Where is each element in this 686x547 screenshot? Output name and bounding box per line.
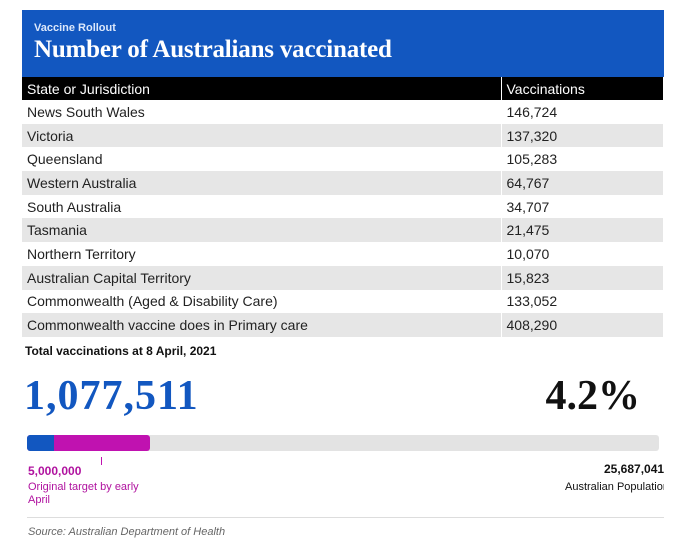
table-row: Commonwealth vaccine does in Primary car… [22, 313, 663, 337]
progress-track [27, 435, 659, 451]
target-value: 5,000,000 [28, 464, 82, 478]
table-cell-vaccinations: 15,823 [501, 265, 663, 290]
table-cell-vaccinations: 137,320 [501, 123, 663, 148]
table-cell-vaccinations: 21,475 [501, 218, 663, 243]
population-box: 25,687,041 Australian Population [540, 462, 664, 496]
chart-header: Vaccine Rollout Number of Australians va… [22, 10, 664, 77]
table-cell-state: Victoria [22, 123, 502, 148]
table-cell-vaccinations: 146,724 [506, 103, 558, 120]
table-cell-vaccinations: 64,767 [501, 171, 663, 195]
table-row: Northern Territory 10,070 [22, 242, 663, 266]
table-cell-vaccinations: 34,707 [506, 198, 550, 215]
population-percent-value: 4.2% [545, 373, 641, 419]
progress-target-fill [27, 435, 151, 451]
table-header-row: State or Jurisdiction Vaccinations [22, 77, 663, 100]
column-header-vaccinations: Vaccinations [501, 77, 663, 100]
population-value: 25,687,041 [604, 462, 664, 476]
target-note: Original target by early April [28, 481, 139, 506]
table-cell-state: South Australia [22, 194, 502, 219]
total-label: Total vaccinations at 8 April, 2021 [25, 344, 217, 358]
table-cell-state: Commonwealth vaccine does in Primary car… [22, 313, 502, 337]
table-cell-vaccinations: 10,070 [506, 245, 550, 262]
vaccinations-table: State or Jurisdiction Vaccinations News … [22, 77, 663, 337]
source-note: Source: Australian Department of Health [28, 526, 226, 538]
table-row: Tasmania 21,475 [22, 218, 663, 243]
table-cell-vaccinations: 408,290 [501, 313, 663, 337]
table-row: Commonwealth (Aged & Disability Care) 13… [22, 289, 663, 314]
divider [27, 517, 664, 518]
progress-vaccinated-fill [27, 435, 54, 451]
chart-title: Number of Australians vaccinated [34, 36, 392, 63]
table-row: Australian Capital Territory 15,823 [22, 265, 663, 290]
table-row: Queensland 105,283 [22, 147, 663, 172]
table-cell-vaccinations: 105,283 [506, 151, 558, 168]
column-header-state: State or Jurisdiction [22, 77, 502, 100]
table-cell-state: Commonwealth (Aged & Disability Care) [22, 289, 502, 314]
table-row: News South Wales 146,724 [22, 100, 663, 124]
table-row: Victoria 137,320 [22, 123, 663, 148]
total-vaccinations-value: 1,077,511 [24, 373, 199, 419]
table-row: South Australia 34,707 [22, 194, 663, 219]
table-cell-state: Australian Capital Territory [22, 265, 502, 290]
table-cell-state: Tasmania [22, 218, 502, 243]
table-cell-state: Queensland [22, 147, 502, 172]
table-cell-state: Western Australia [22, 171, 502, 195]
table-cell-state: News South Wales [22, 100, 502, 124]
kicker: Vaccine Rollout [34, 22, 116, 34]
table-cell-vaccinations: 133,052 [506, 293, 558, 310]
population-label: Australian Population [565, 481, 664, 493]
target-tick [101, 457, 102, 465]
table-row: Western Australia 64,767 [22, 171, 663, 195]
table-cell-state: Northern Territory [22, 242, 502, 266]
